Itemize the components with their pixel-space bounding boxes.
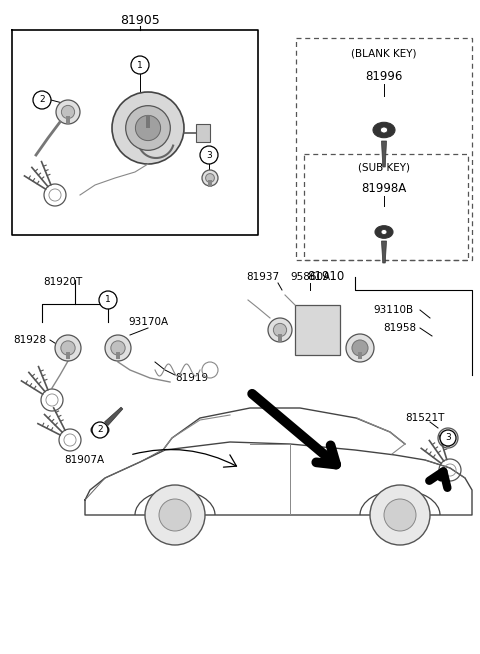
Text: 95860A: 95860A	[290, 272, 330, 282]
Circle shape	[105, 335, 131, 361]
Circle shape	[346, 334, 374, 362]
Text: 3: 3	[445, 434, 451, 443]
Circle shape	[135, 115, 161, 141]
Bar	[146, 115, 150, 128]
Circle shape	[112, 92, 184, 164]
Ellipse shape	[375, 226, 393, 238]
Text: 81920T: 81920T	[43, 277, 83, 287]
Bar	[295, 305, 340, 355]
Bar	[196, 124, 210, 142]
Text: 81998A: 81998A	[361, 182, 407, 194]
Polygon shape	[382, 141, 386, 167]
Text: 2: 2	[39, 95, 45, 105]
Circle shape	[200, 146, 218, 164]
Circle shape	[61, 341, 75, 355]
Bar	[208, 181, 212, 188]
Bar	[66, 352, 70, 359]
Circle shape	[274, 323, 287, 337]
FancyArrowPatch shape	[252, 394, 336, 464]
Text: 2: 2	[97, 426, 103, 434]
Text: (SUB KEY): (SUB KEY)	[358, 162, 410, 172]
Circle shape	[384, 499, 416, 531]
Circle shape	[443, 432, 454, 443]
Text: 81907A: 81907A	[64, 455, 104, 465]
Ellipse shape	[96, 427, 104, 433]
FancyArrowPatch shape	[132, 449, 237, 467]
Circle shape	[440, 430, 456, 446]
Text: 1: 1	[105, 296, 111, 305]
Text: 81928: 81928	[13, 335, 47, 345]
Bar	[358, 353, 362, 359]
Text: 81905: 81905	[120, 14, 160, 27]
Circle shape	[55, 335, 81, 361]
Bar	[278, 334, 282, 341]
Text: 81958: 81958	[384, 323, 417, 333]
Polygon shape	[105, 407, 123, 425]
Bar	[66, 116, 70, 122]
Circle shape	[268, 318, 292, 342]
Text: 81919: 81919	[175, 373, 208, 383]
Text: 93170A: 93170A	[128, 317, 168, 327]
Circle shape	[159, 499, 191, 531]
Polygon shape	[382, 241, 386, 263]
Text: 3: 3	[206, 150, 212, 160]
Bar	[116, 352, 120, 359]
Circle shape	[202, 170, 218, 186]
Text: 93110B: 93110B	[373, 305, 413, 315]
Circle shape	[370, 485, 430, 545]
Circle shape	[92, 422, 108, 438]
Circle shape	[33, 91, 51, 109]
Text: (BLANK KEY): (BLANK KEY)	[351, 49, 417, 59]
Ellipse shape	[380, 127, 388, 133]
Circle shape	[205, 173, 215, 182]
FancyArrowPatch shape	[429, 472, 447, 488]
Text: 81910: 81910	[307, 271, 345, 283]
Circle shape	[438, 428, 458, 448]
Ellipse shape	[373, 122, 395, 138]
Circle shape	[99, 291, 117, 309]
Ellipse shape	[381, 230, 387, 235]
Bar	[446, 441, 450, 448]
Circle shape	[61, 105, 74, 118]
Circle shape	[111, 341, 125, 355]
Text: 81521T: 81521T	[405, 413, 444, 423]
Circle shape	[131, 56, 149, 74]
Ellipse shape	[91, 424, 109, 436]
Circle shape	[126, 106, 170, 150]
Circle shape	[145, 485, 205, 545]
Text: 81996: 81996	[365, 69, 403, 82]
Circle shape	[56, 100, 80, 124]
Text: 81937: 81937	[246, 272, 279, 282]
Text: 1: 1	[137, 61, 143, 69]
Circle shape	[352, 340, 368, 356]
Circle shape	[352, 340, 368, 356]
